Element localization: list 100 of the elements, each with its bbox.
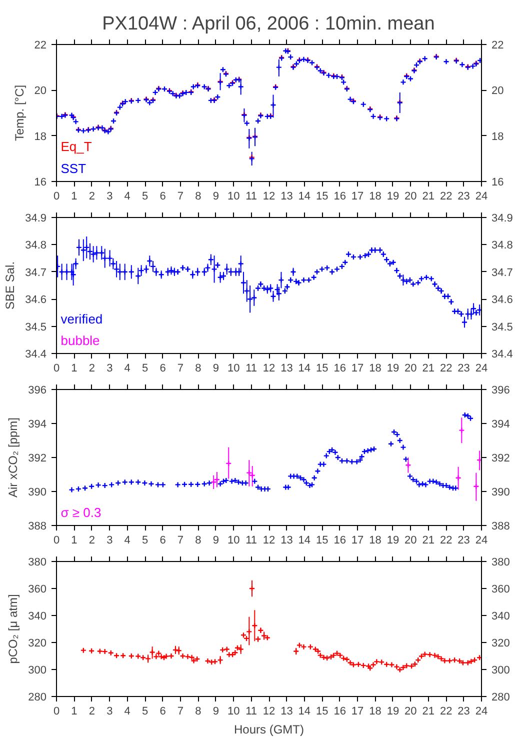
y2-tick-label: 380 <box>492 556 510 568</box>
y2-tick-label: 34.6 <box>492 294 513 306</box>
x-tick-label: 2 <box>88 534 95 546</box>
y2-tick-label: 390 <box>492 486 510 498</box>
x-tick-label: 0 <box>53 534 60 546</box>
x-tick-label: 16 <box>334 190 346 202</box>
x-tick-label: 17 <box>351 706 364 718</box>
x-tick-label: 19 <box>386 706 400 718</box>
x-tick-label: 15 <box>316 190 328 202</box>
y-tick-label: 34.6 <box>25 294 47 306</box>
x-tick-label: 11 <box>246 706 258 718</box>
x-tick-label: 12 <box>262 706 276 718</box>
y-tick-label: 300 <box>28 664 47 676</box>
x-tick-label: 14 <box>298 706 311 718</box>
x-tick-label: 8 <box>195 534 202 546</box>
x-tick-label: 2 <box>88 190 95 202</box>
x-tick-label: 9 <box>212 190 219 202</box>
y-tick-label: 34.9 <box>25 212 47 224</box>
x-tick-label: 3 <box>106 190 113 202</box>
x-tick-label: 9 <box>212 706 219 718</box>
x-tick-label: 19 <box>386 362 400 374</box>
x-tick-label: 18 <box>369 534 382 546</box>
y2-tick-label: 388 <box>492 520 510 532</box>
x-tick-label: 5 <box>142 534 148 546</box>
x-tick-label: 13 <box>280 190 293 202</box>
y-axis-title: Temp. [°C] <box>12 84 26 142</box>
x-tick-label: 7 <box>177 190 184 202</box>
x-tick-label: 20 <box>404 190 417 202</box>
x-tick-label: 13 <box>280 362 293 374</box>
y-tick-label: 392 <box>28 452 47 464</box>
x-tick-label: 20 <box>404 534 417 546</box>
y-tick-label: 280 <box>28 692 47 704</box>
x-tick-label: 0 <box>53 362 60 374</box>
y-tick-label: 34.8 <box>25 240 47 252</box>
x-tick-label: 19 <box>386 190 400 202</box>
x-tick-label: 1 <box>71 706 78 718</box>
y2-tick-label: 340 <box>492 610 510 622</box>
x-tick-label: 18 <box>369 362 382 374</box>
y-tick-label: 380 <box>28 556 47 568</box>
x-tick-label: 24 <box>475 190 488 202</box>
x-tick-label: 22 <box>440 706 452 718</box>
x-tick-label: 16 <box>334 534 346 546</box>
y2-tick-label: 34.9 <box>492 212 513 224</box>
y2-tick-label: 394 <box>492 418 510 430</box>
x-tick-label: 5 <box>142 362 148 374</box>
x-tick-label: 4 <box>124 706 130 718</box>
x-tick-label: 14 <box>298 362 311 374</box>
x-tick-label: 5 <box>142 706 148 718</box>
x-tick-label: 20 <box>404 706 417 718</box>
y-tick-label: 18 <box>34 130 47 143</box>
x-tick-label: 15 <box>316 534 328 546</box>
x-tick-label: 3 <box>106 534 113 546</box>
y-axis-title: SBE Sal. <box>3 261 18 310</box>
x-tick-label: 17 <box>351 190 364 202</box>
x-tick-label: 7 <box>177 706 184 718</box>
y-tick-label: 34.7 <box>25 266 47 279</box>
x-tick-label: 8 <box>195 190 202 202</box>
x-tick-label: 13 <box>280 706 293 718</box>
x-tick-label: 21 <box>422 706 435 718</box>
y2-tick-label: 34.7 <box>492 266 513 279</box>
x-tick-label: 6 <box>160 534 166 546</box>
y2-tick-label: 300 <box>492 664 510 676</box>
series-label: Eq_T <box>60 139 92 154</box>
y-tick-label: 34.5 <box>25 321 47 334</box>
y2-tick-label: 16 <box>492 176 504 188</box>
y2-tick-label: 34.8 <box>492 240 513 252</box>
x-tick-label: 16 <box>334 706 346 718</box>
x-tick-label: 0 <box>53 706 60 718</box>
x-tick-label: 8 <box>195 706 202 718</box>
y2-tick-label: 392 <box>492 452 510 464</box>
x-tick-label: 0 <box>53 190 60 202</box>
x-tick-label: 22 <box>440 190 452 202</box>
y-tick-label: 20 <box>34 85 47 98</box>
x-tick-label: 6 <box>160 190 166 202</box>
x-tick-label: 23 <box>458 190 470 202</box>
x-tick-label: 7 <box>177 534 184 546</box>
y-tick-label: 390 <box>28 486 47 498</box>
y2-tick-label: 22 <box>492 40 504 52</box>
x-tick-label: 12 <box>262 534 276 546</box>
x-tick-label: 2 <box>88 362 95 374</box>
x-tick-label: 10 <box>227 362 240 374</box>
chart-title: PX104W : April 06, 2006 : 10min. mean <box>102 14 435 34</box>
x-tick-label: 15 <box>316 706 328 718</box>
x-tick-label: 4 <box>124 362 130 374</box>
x-tick-label: 23 <box>458 362 470 374</box>
x-tick-label: 14 <box>298 190 311 202</box>
x-tick-label: 12 <box>262 362 276 374</box>
x-tick-label: 8 <box>195 362 202 374</box>
y2-tick-label: 20 <box>492 85 504 98</box>
y-tick-label: 396 <box>28 384 47 396</box>
y-tick-label: 360 <box>28 584 47 596</box>
text: σ ≥ 0.3 <box>60 505 102 520</box>
x-tick-label: 5 <box>142 190 148 202</box>
x-tick-label: 24 <box>475 362 488 374</box>
x-tick-label: 16 <box>334 362 346 374</box>
x-tick-label: 21 <box>422 190 435 202</box>
x-tick-label: 7 <box>177 362 184 374</box>
x-tick-label: 24 <box>475 706 488 718</box>
y2-tick-label: 396 <box>492 384 510 396</box>
x-tick-label: 3 <box>106 362 113 374</box>
